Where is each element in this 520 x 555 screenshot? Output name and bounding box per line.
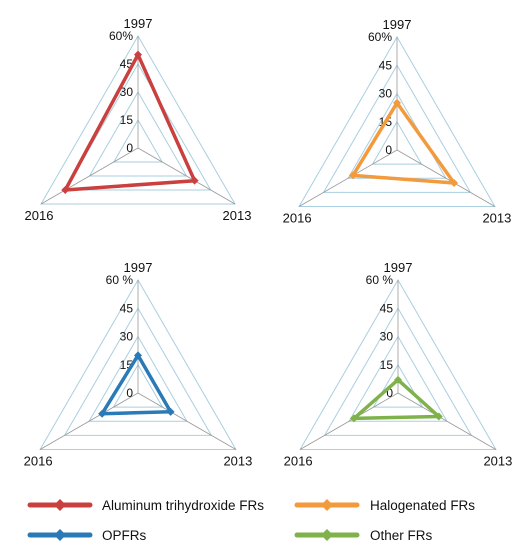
grid-ring xyxy=(88,91,188,177)
axis-label-1997: 1997 xyxy=(384,260,413,275)
axis-label-2013: 2013 xyxy=(483,454,512,469)
legend-diamond xyxy=(54,529,66,541)
tick-label: 30 xyxy=(379,87,393,101)
axis-label-2016: 2016 xyxy=(25,208,54,223)
tick-label: 0 xyxy=(386,386,393,400)
data-point-2013 xyxy=(190,176,199,185)
tick-label: 45 xyxy=(120,301,134,315)
axis-spoke xyxy=(40,147,139,205)
legend-item: OPFRs xyxy=(27,528,147,543)
grid-ring xyxy=(112,363,164,408)
tick-label: 15 xyxy=(380,358,394,372)
data-point-2013 xyxy=(450,178,459,187)
grid-ring xyxy=(298,36,496,207)
legend-diamond xyxy=(54,499,66,511)
tick-label: 0 xyxy=(385,143,392,157)
data-point-1997 xyxy=(393,98,401,107)
grid-ring xyxy=(88,335,188,422)
legend-label: OPFRs xyxy=(102,528,147,543)
axis-spoke xyxy=(137,147,236,205)
tick-label: 30 xyxy=(380,330,394,344)
legend-label: Other FRs xyxy=(370,528,433,543)
series-line xyxy=(100,353,173,416)
data-point-1997 xyxy=(134,50,142,59)
data-point-2016 xyxy=(98,409,107,418)
data-point-2016 xyxy=(348,171,357,180)
axis-spoke xyxy=(137,392,237,450)
radar-panel-4: 0 15 30 45 60 %1997 2013 2016 xyxy=(284,260,513,469)
diamond-line-marker-icon xyxy=(294,529,360,541)
axis-label-1997: 1997 xyxy=(383,17,412,32)
axis-label-2013: 2013 xyxy=(482,211,511,226)
legend-label: Aluminum trihydroxide FRs xyxy=(102,498,264,513)
tick-label: 45 xyxy=(379,58,393,72)
data-point-2016 xyxy=(349,414,358,423)
grid-ring xyxy=(371,120,423,165)
legend-item: Other FRs xyxy=(294,528,433,543)
axis-label-1997: 1997 xyxy=(124,260,153,275)
legend: Aluminum trihydroxide FRs Halogenated FRs… xyxy=(27,498,475,543)
axis-label-1997: 1997 xyxy=(124,16,153,31)
grid-ring xyxy=(322,64,472,193)
tick-label: 15 xyxy=(120,113,134,127)
diamond-line-marker-icon xyxy=(27,499,93,511)
axis-spoke xyxy=(397,392,497,450)
tick-label: 30 xyxy=(120,330,134,344)
tick-label: 0 xyxy=(126,386,133,400)
series-line xyxy=(351,101,456,185)
tick-label: 0 xyxy=(126,141,133,155)
grid-ring xyxy=(348,335,448,422)
data-point-2016 xyxy=(61,186,70,194)
tick-label: 60 % xyxy=(106,273,134,287)
grid-ring xyxy=(372,363,424,408)
data-point-1997 xyxy=(394,375,402,384)
legend-item: Aluminum trihydroxide FRs xyxy=(27,498,264,513)
diamond-line-marker-icon xyxy=(294,499,360,511)
tick-label: 60% xyxy=(368,30,392,44)
tick-label: 60 % xyxy=(366,273,394,287)
axis-label-2016: 2016 xyxy=(284,454,313,469)
axis-label-2016: 2016 xyxy=(24,454,53,469)
tick-label: 30 xyxy=(120,85,134,99)
grid-ring xyxy=(112,118,164,163)
grid-ring xyxy=(299,279,497,450)
legend-diamond xyxy=(321,499,333,511)
legend-item: Halogenated FRs xyxy=(294,498,475,513)
axis-spoke xyxy=(396,149,496,207)
axis-spoke xyxy=(298,149,398,207)
axis-spoke xyxy=(39,392,139,450)
tick-label: 45 xyxy=(380,301,394,315)
grid-ring xyxy=(39,279,237,450)
data-point-2013 xyxy=(434,412,443,421)
legend-label: Halogenated FRs xyxy=(370,498,475,513)
grid-ring xyxy=(63,307,213,436)
axis-spoke xyxy=(299,392,399,450)
data-point-2013 xyxy=(166,407,175,416)
diamond-line-marker-icon xyxy=(27,529,93,541)
series-line xyxy=(352,378,441,421)
series-line xyxy=(63,52,197,192)
tick-label: 60% xyxy=(109,29,133,43)
data-point-1997 xyxy=(134,351,142,360)
grid-ring xyxy=(64,62,212,191)
axis-label-2013: 2013 xyxy=(223,208,252,223)
grid-ring xyxy=(323,307,473,436)
axis-label-2016: 2016 xyxy=(283,211,312,226)
grid-ring xyxy=(40,35,236,205)
legend-diamond xyxy=(321,529,333,541)
axis-label-2013: 2013 xyxy=(223,454,252,469)
